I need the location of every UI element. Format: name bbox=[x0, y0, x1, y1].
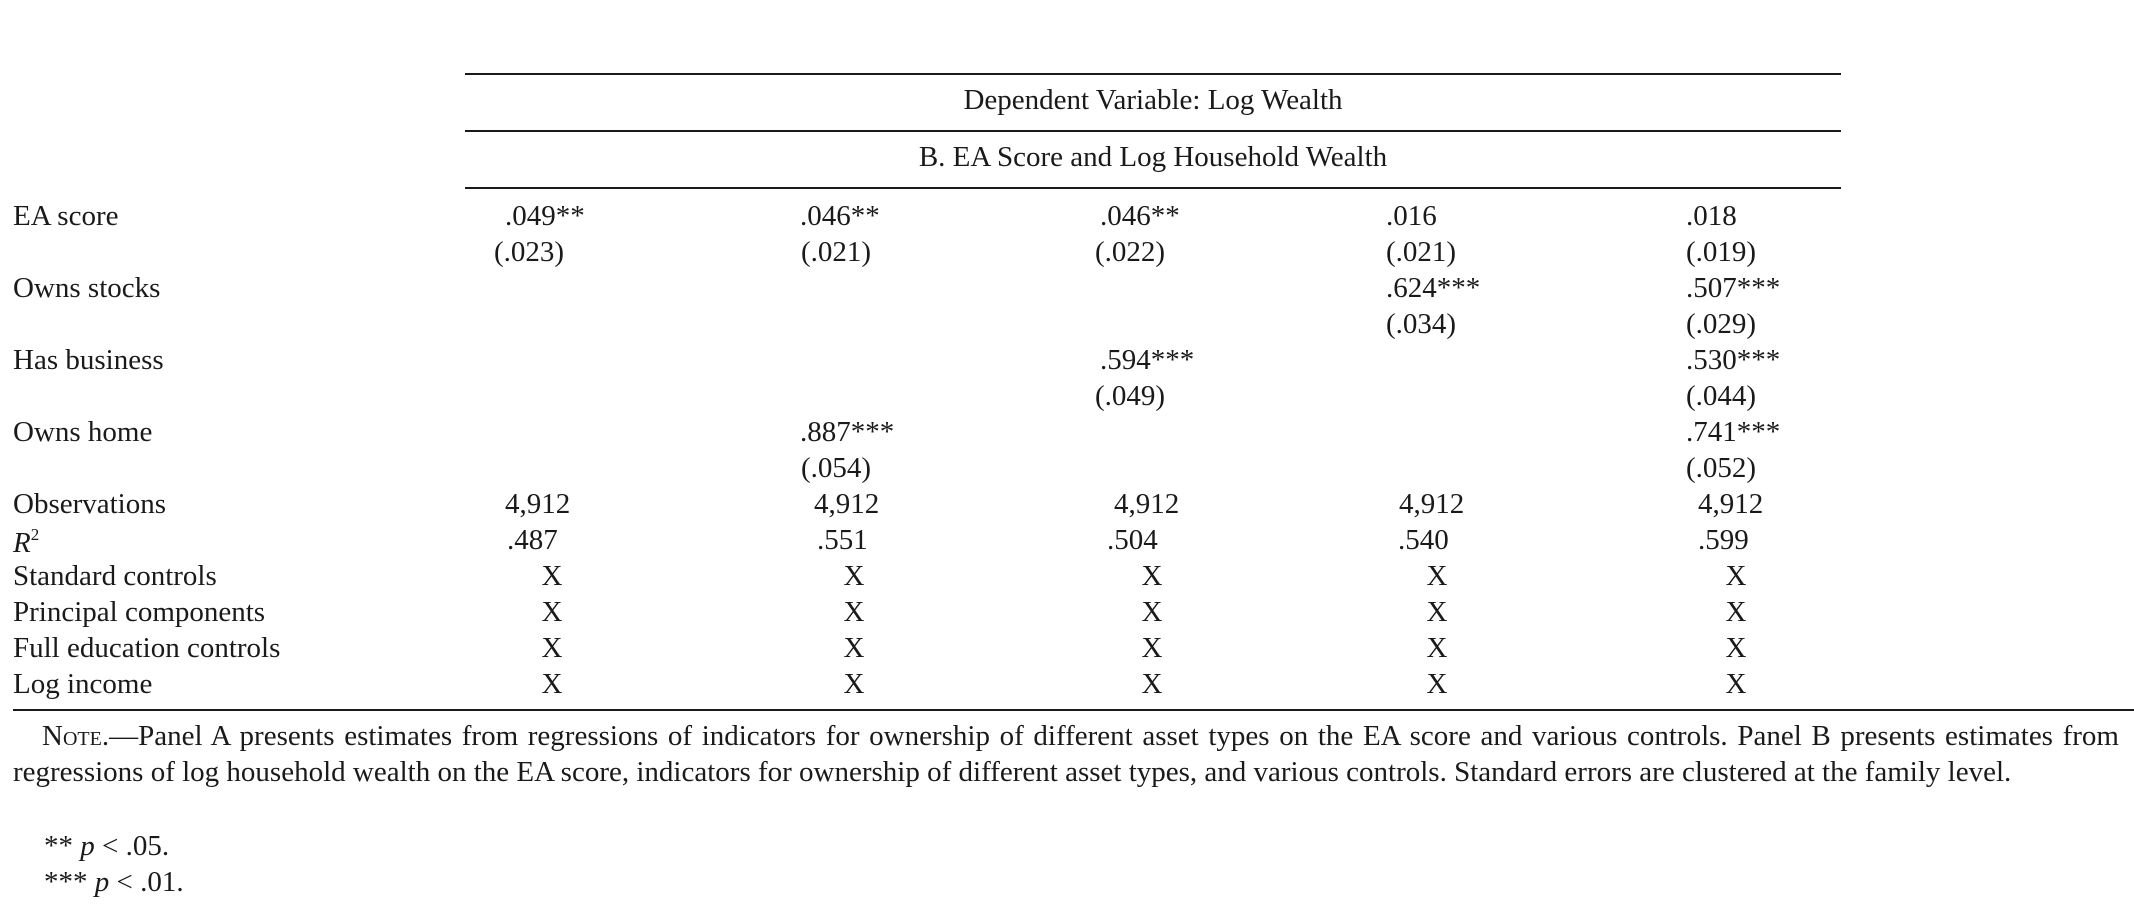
owns-stocks-se-5: (.029) bbox=[1686, 308, 1757, 340]
principal-components-mark-5: X bbox=[1725, 596, 1747, 628]
footnote-p01-stars: *** bbox=[44, 866, 88, 898]
principal-components-mark-2: X bbox=[843, 596, 865, 628]
row-label-full-education-controls: Full education controls bbox=[13, 632, 281, 664]
footnote-p05-p: p bbox=[80, 830, 95, 862]
ea-score-se-1: (.023) bbox=[494, 236, 565, 268]
has-business-se-5: (.044) bbox=[1686, 380, 1757, 412]
full-education-controls-mark-4: X bbox=[1426, 632, 1448, 664]
ea-score-coef-3: .046** bbox=[1100, 200, 1180, 232]
footnote-p01: *** p < .01. bbox=[44, 868, 184, 897]
bottom-rule bbox=[13, 709, 2134, 711]
footnote-p05: ** p < .05. bbox=[44, 832, 169, 861]
full-education-controls-mark-1: X bbox=[541, 632, 563, 664]
principal-components-mark-1: X bbox=[541, 596, 563, 628]
standard-controls-mark-1: X bbox=[541, 560, 563, 592]
has-business-se-3: (.049) bbox=[1095, 380, 1166, 412]
r-squared-value-2: .551 bbox=[817, 524, 868, 556]
table-note: Note.—Panel A presents estimates from re… bbox=[13, 718, 2119, 790]
header-rule bbox=[465, 130, 1841, 132]
standard-controls-mark-5: X bbox=[1725, 560, 1747, 592]
dependent-variable-header: Dependent Variable: Log Wealth bbox=[963, 84, 1343, 116]
standard-controls-mark-4: X bbox=[1426, 560, 1448, 592]
observations-value-2: 4,912 bbox=[814, 488, 880, 520]
has-business-coef-3: .594*** bbox=[1100, 344, 1195, 376]
r-squared-value-5: .599 bbox=[1698, 524, 1749, 556]
log-income-mark-3: X bbox=[1141, 668, 1163, 700]
full-education-controls-mark-3: X bbox=[1141, 632, 1163, 664]
observations-value-1: 4,912 bbox=[505, 488, 571, 520]
ea-score-coef-4: .016 bbox=[1386, 200, 1437, 232]
log-income-mark-2: X bbox=[843, 668, 865, 700]
note-text: —Panel A presents estimates from regress… bbox=[13, 720, 2119, 788]
ea-score-se-3: (.022) bbox=[1095, 236, 1166, 268]
r-squared-value-1: .487 bbox=[507, 524, 558, 556]
principal-components-mark-3: X bbox=[1141, 596, 1163, 628]
observations-value-4: 4,912 bbox=[1399, 488, 1465, 520]
standard-controls-mark-3: X bbox=[1141, 560, 1163, 592]
r-squared-value-4: .540 bbox=[1398, 524, 1449, 556]
footnote-p05-stars: ** bbox=[44, 830, 73, 862]
footnote-p05-threshold: < .05. bbox=[94, 830, 170, 862]
top-rule bbox=[465, 73, 1841, 75]
panel-rule bbox=[465, 187, 1841, 189]
standard-controls-mark-2: X bbox=[843, 560, 865, 592]
row-label-ea-score: EA score bbox=[13, 200, 119, 232]
principal-components-mark-4: X bbox=[1426, 596, 1448, 628]
owns-stocks-se-4: (.034) bbox=[1386, 308, 1457, 340]
observations-value-5: 4,912 bbox=[1698, 488, 1764, 520]
row-label-has-business: Has business bbox=[13, 344, 164, 376]
r-squared-value-3: .504 bbox=[1107, 524, 1158, 556]
ea-score-coef-1: .049** bbox=[505, 200, 585, 232]
full-education-controls-mark-5: X bbox=[1725, 632, 1747, 664]
full-education-controls-mark-2: X bbox=[843, 632, 865, 664]
ea-score-se-2: (.021) bbox=[801, 236, 872, 268]
owns-home-se-5: (.052) bbox=[1686, 452, 1757, 484]
owns-stocks-coef-5: .507*** bbox=[1686, 272, 1781, 304]
ea-score-coef-2: .046** bbox=[800, 200, 880, 232]
owns-stocks-coef-4: .624*** bbox=[1386, 272, 1481, 304]
ea-score-se-4: (.021) bbox=[1386, 236, 1457, 268]
has-business-coef-5: .530*** bbox=[1686, 344, 1781, 376]
r-squared-base: R bbox=[13, 527, 31, 559]
log-income-mark-1: X bbox=[541, 668, 563, 700]
footnote-p01-threshold: < .01. bbox=[109, 866, 184, 898]
row-label-owns-stocks: Owns stocks bbox=[13, 272, 161, 304]
ea-score-se-5: (.019) bbox=[1686, 236, 1757, 268]
r-squared-exponent: 2 bbox=[30, 525, 40, 544]
row-label-log-income: Log income bbox=[13, 668, 153, 700]
owns-home-coef-5: .741*** bbox=[1686, 416, 1781, 448]
ea-score-coef-5: .018 bbox=[1686, 200, 1737, 232]
row-label-r-squared: R2 bbox=[13, 526, 39, 558]
owns-home-se-2: (.054) bbox=[801, 452, 872, 484]
note-heading: Note. bbox=[42, 720, 110, 752]
panel-title: B. EA Score and Log Household Wealth bbox=[918, 141, 1388, 173]
row-label-standard-controls: Standard controls bbox=[13, 560, 217, 592]
row-label-owns-home: Owns home bbox=[13, 416, 153, 448]
footnote-p01-p: p bbox=[94, 866, 110, 898]
row-label-observations: Observations bbox=[13, 488, 167, 520]
row-label-principal-components: Principal components bbox=[13, 596, 266, 628]
log-income-mark-4: X bbox=[1426, 668, 1448, 700]
log-income-mark-5: X bbox=[1725, 668, 1747, 700]
owns-home-coef-2: .887*** bbox=[800, 416, 895, 448]
observations-value-3: 4,912 bbox=[1114, 488, 1180, 520]
